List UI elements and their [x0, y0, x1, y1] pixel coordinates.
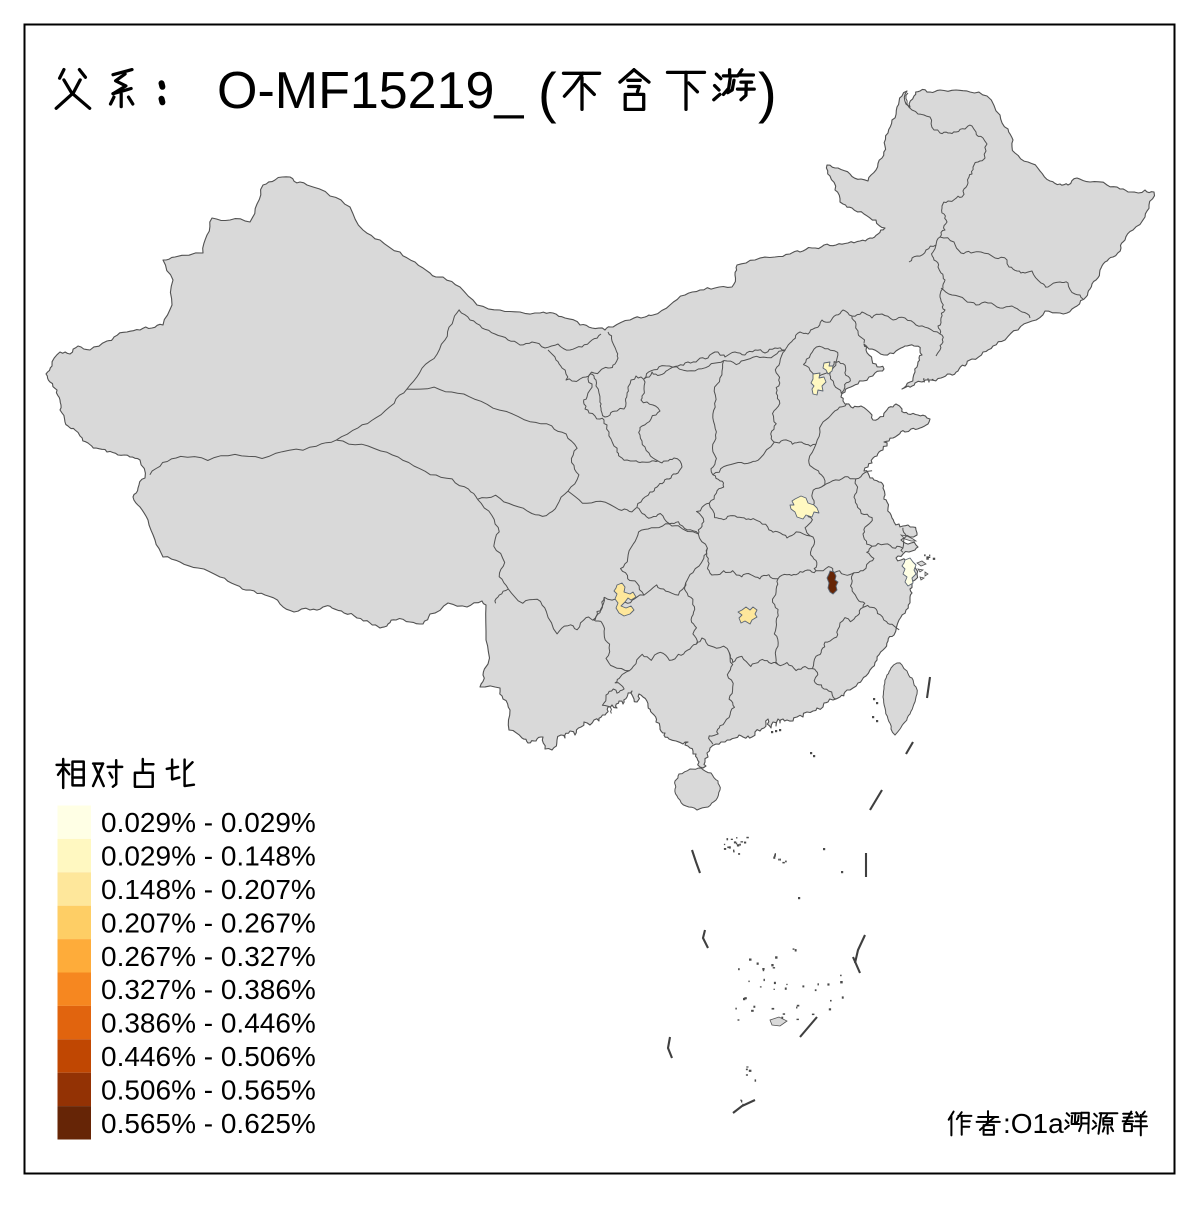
- svg-text:0.506% - 0.565%: 0.506% - 0.565%: [101, 1074, 316, 1105]
- svg-text:0.446% - 0.506%: 0.446% - 0.506%: [101, 1041, 316, 1072]
- svg-text:0.029% - 0.148%: 0.029% - 0.148%: [101, 841, 316, 872]
- svg-text:0.565% - 0.625%: 0.565% - 0.625%: [101, 1108, 316, 1139]
- svg-text:0.029% - 0.029%: 0.029% - 0.029%: [101, 807, 316, 838]
- svg-text:): ): [758, 61, 777, 124]
- svg-text::O1a: :O1a: [1003, 1108, 1064, 1139]
- svg-text:0.267% - 0.327%: 0.267% - 0.327%: [101, 941, 316, 972]
- svg-text:(: (: [538, 61, 557, 124]
- svg-text:O-MF15219_: O-MF15219_: [217, 62, 524, 120]
- svg-text:0.207% - 0.267%: 0.207% - 0.267%: [101, 907, 316, 938]
- svg-text:0.386% - 0.446%: 0.386% - 0.446%: [101, 1008, 316, 1039]
- svg-text:0.148% - 0.207%: 0.148% - 0.207%: [101, 874, 316, 905]
- svg-text:0.327% - 0.386%: 0.327% - 0.386%: [101, 974, 316, 1005]
